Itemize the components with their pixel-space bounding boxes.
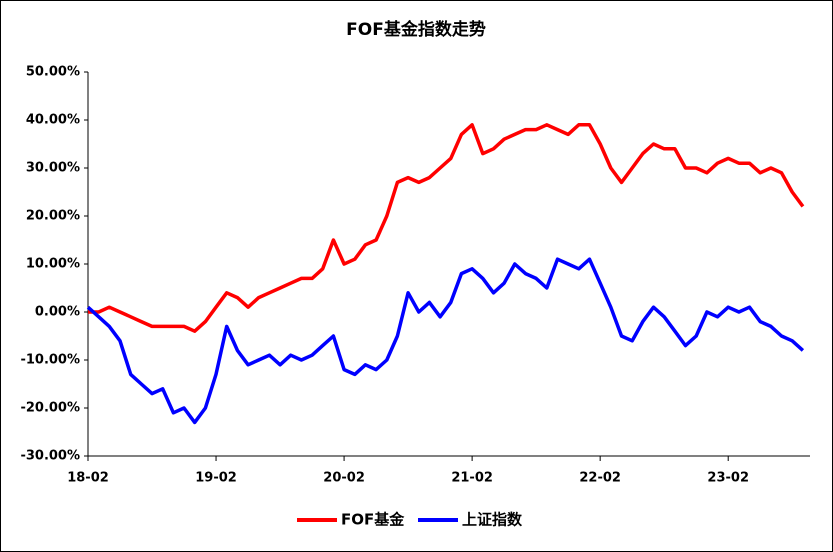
- line-series: [86, 257, 805, 425]
- y-tick-label: 0.00%: [35, 305, 80, 320]
- legend-label: FOF基金: [341, 511, 405, 529]
- y-tick-label: -20.00%: [20, 401, 80, 416]
- x-tick-label: 21-02: [451, 471, 493, 486]
- x-tick-label: 22-02: [579, 471, 621, 486]
- y-tick-label: -30.00%: [20, 449, 80, 464]
- y-tick-label: 30.00%: [26, 161, 80, 176]
- y-tick-label: 40.00%: [26, 113, 80, 128]
- x-tick-label: 23-02: [707, 471, 749, 486]
- y-tick-label: 10.00%: [26, 257, 80, 272]
- x-tick-label: 18-02: [67, 471, 109, 486]
- x-tick-label: 20-02: [323, 471, 365, 486]
- legend-label: 上证指数: [462, 511, 523, 529]
- y-tick-label: -10.00%: [20, 353, 80, 368]
- y-tick-label: 20.00%: [26, 209, 80, 224]
- x-tick-label: 19-02: [195, 471, 237, 486]
- chart-title: FOF基金指数走势: [346, 19, 486, 40]
- line-series: [88, 123, 805, 333]
- y-tick-label: 50.00%: [26, 65, 80, 80]
